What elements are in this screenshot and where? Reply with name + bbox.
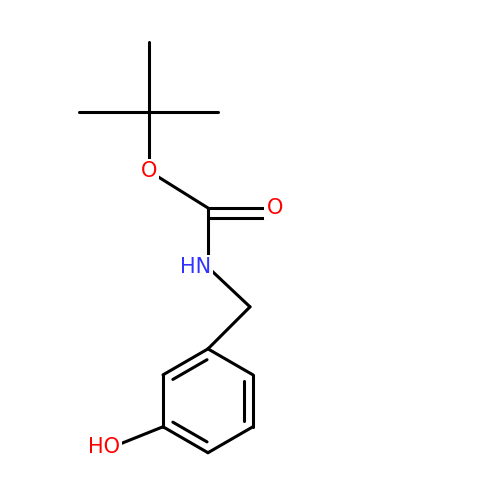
Text: HN: HN — [180, 258, 211, 278]
Text: O: O — [266, 198, 283, 218]
Text: HO: HO — [88, 436, 120, 456]
Text: O: O — [140, 161, 157, 181]
